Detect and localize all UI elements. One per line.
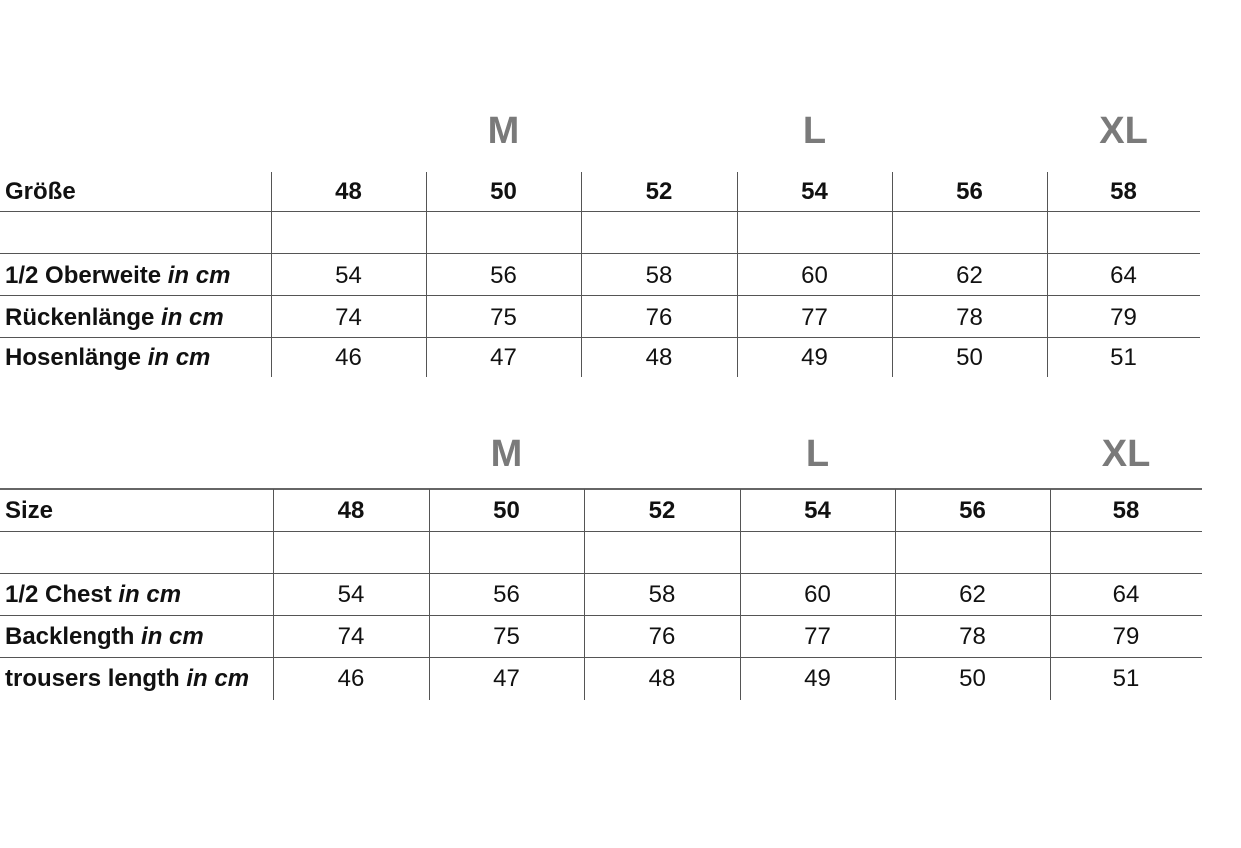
table-cell: 76 (645, 304, 673, 331)
size-number: 48 (335, 178, 362, 205)
row-divider (0, 253, 1200, 254)
size-number: 48 (337, 497, 365, 524)
column-divider (429, 489, 430, 700)
table-cell: 62 (956, 262, 983, 289)
table-cell: 62 (959, 581, 986, 608)
row-divider (0, 337, 1200, 338)
table-cell: 49 (801, 344, 828, 371)
table-cell: 56 (493, 581, 520, 608)
unit-label: in cm (147, 344, 211, 371)
row-divider (0, 211, 1200, 212)
table-cell: 76 (648, 623, 676, 650)
size-letter-m: M (487, 110, 520, 152)
table-cell: 47 (493, 665, 520, 692)
table-cell: 51 (1112, 665, 1140, 692)
column-divider (740, 489, 741, 700)
table-top-border (0, 488, 1202, 490)
column-divider (271, 172, 272, 377)
table-cell: 75 (490, 304, 517, 331)
column-divider (581, 172, 582, 377)
row-label: Backlength in cm (5, 625, 204, 649)
size-number: 50 (493, 497, 520, 524)
table-cell: 50 (959, 665, 986, 692)
column-divider (1047, 172, 1048, 377)
size-number: 58 (1110, 178, 1137, 205)
table-cell: 47 (490, 344, 517, 371)
table-cell: 58 (645, 262, 673, 289)
row-label: Rückenlänge in cm (5, 306, 224, 330)
column-divider (1050, 489, 1051, 700)
table-cell: 54 (337, 581, 365, 608)
size-number: 54 (801, 178, 828, 205)
header-label: Size (5, 497, 54, 524)
table-cell: 48 (645, 344, 673, 371)
table-cell: 46 (337, 665, 365, 692)
table-cell: 51 (1110, 344, 1137, 371)
table-cell: 74 (335, 304, 362, 331)
header-label: Größe (5, 178, 76, 205)
column-divider (892, 172, 893, 377)
size-number: 52 (645, 178, 673, 205)
table-cell: 79 (1112, 623, 1140, 650)
table-cell: 77 (804, 623, 831, 650)
measurement-name: Backlength (5, 623, 142, 650)
table-cell: 48 (648, 665, 676, 692)
size-letter-m: M (490, 433, 523, 475)
row-divider (0, 531, 1202, 532)
row-divider (0, 615, 1202, 616)
table-cell: 58 (648, 581, 676, 608)
unit-label: in cm (167, 262, 231, 289)
unit-label: in cm (186, 665, 250, 692)
measurement-name: trousers length (5, 665, 187, 692)
table-cell: 74 (337, 623, 365, 650)
size-letter-l: L (802, 110, 827, 152)
column-divider (737, 172, 738, 377)
table-cell: 54 (335, 262, 362, 289)
row-divider (0, 295, 1200, 296)
measurement-name: Rückenlänge (5, 304, 162, 331)
row-divider (0, 657, 1202, 658)
size-number: 50 (490, 178, 517, 205)
table-cell: 64 (1110, 262, 1137, 289)
measurement-name: Hosenlänge (5, 344, 148, 371)
table-cell: 56 (490, 262, 517, 289)
table-cell: 78 (956, 304, 983, 331)
measurement-name: 1/2 Chest (5, 581, 119, 608)
table-cell: 60 (804, 581, 831, 608)
unit-label: in cm (118, 581, 182, 608)
size-number: 56 (959, 497, 986, 524)
row-label: trousers length in cm (5, 667, 249, 691)
size-number: 54 (804, 497, 831, 524)
table-cell: 79 (1110, 304, 1137, 331)
table-cell: 49 (804, 665, 831, 692)
column-divider (584, 489, 585, 700)
measurement-name: 1/2 Oberweite (5, 262, 168, 289)
table-cell: 75 (493, 623, 520, 650)
row-label: 1/2 Chest in cm (5, 583, 181, 607)
size-number: 52 (648, 497, 676, 524)
unit-label: in cm (141, 623, 204, 650)
row-label: Hosenlänge in cm (5, 346, 210, 370)
size-letter-xl: XL (1099, 110, 1148, 152)
table-cell: 50 (956, 344, 983, 371)
column-divider (895, 489, 896, 700)
column-divider (273, 489, 274, 700)
size-number: 58 (1112, 497, 1140, 524)
size-number: 56 (956, 178, 983, 205)
table-cell: 77 (801, 304, 828, 331)
column-divider (426, 172, 427, 377)
row-label: 1/2 Oberweite in cm (5, 264, 230, 288)
table-cell: 46 (335, 344, 362, 371)
size-letter-xl: XL (1101, 433, 1151, 475)
size-letter-l: L (805, 433, 830, 475)
unit-label: in cm (161, 304, 224, 331)
table-cell: 60 (801, 262, 828, 289)
table-cell: 78 (959, 623, 986, 650)
row-divider (0, 573, 1202, 574)
table-cell: 64 (1112, 581, 1140, 608)
